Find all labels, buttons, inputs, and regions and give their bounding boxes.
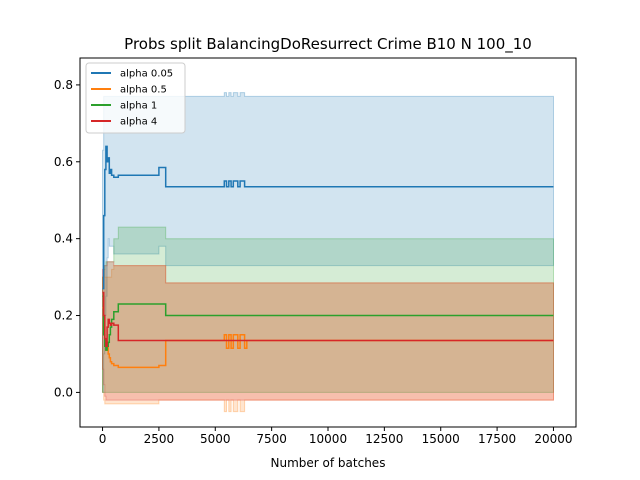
x-axis-label: Number of batches <box>271 456 386 470</box>
x-tick-label: 12500 <box>365 432 403 446</box>
legend: alpha 0.05 alpha 0.5 alpha 1 alpha 4 <box>85 62 186 134</box>
band-series-2 <box>102 226 554 393</box>
legend-label-3: alpha 4 <box>120 117 157 128</box>
y-tick-label: 0.2 <box>54 309 73 323</box>
x-axis: 0 2500 5000 7500 10000 12500 15000 17500 20000 <box>99 427 573 446</box>
x-tick-label: 5000 <box>200 432 231 446</box>
chart-title: Probs split BalancingDoResurrect Crime B… <box>124 35 532 54</box>
y-tick-label: 0.4 <box>54 232 73 246</box>
x-tick-label: 0 <box>99 432 107 446</box>
x-tick-label: 10000 <box>309 432 347 446</box>
y-tick-label: 0.6 <box>54 155 73 169</box>
y-axis: 0.0 0.2 0.4 0.6 0.8 <box>54 78 80 399</box>
line-series-3 <box>102 291 554 348</box>
x-tick-label: 2500 <box>144 432 175 446</box>
legend-box <box>85 62 186 134</box>
legend-label-0: alpha 0.05 <box>120 69 173 80</box>
band-series-1 <box>102 265 554 413</box>
line-series-2 <box>102 295 554 351</box>
series-lines <box>102 145 554 369</box>
legend-label-1: alpha 0.5 <box>120 85 167 96</box>
x-tick-label: 20000 <box>534 432 572 446</box>
band-series-3 <box>102 261 554 401</box>
y-tick-label: 0.8 <box>54 78 73 92</box>
x-tick-label: 7500 <box>256 432 287 446</box>
legend-label-2: alpha 1 <box>120 101 157 112</box>
confidence-bands <box>102 92 554 413</box>
y-tick-label: 0.0 <box>54 385 73 399</box>
x-tick-label: 17500 <box>478 432 516 446</box>
line-series-0 <box>102 145 554 290</box>
x-tick-label: 15000 <box>422 432 460 446</box>
